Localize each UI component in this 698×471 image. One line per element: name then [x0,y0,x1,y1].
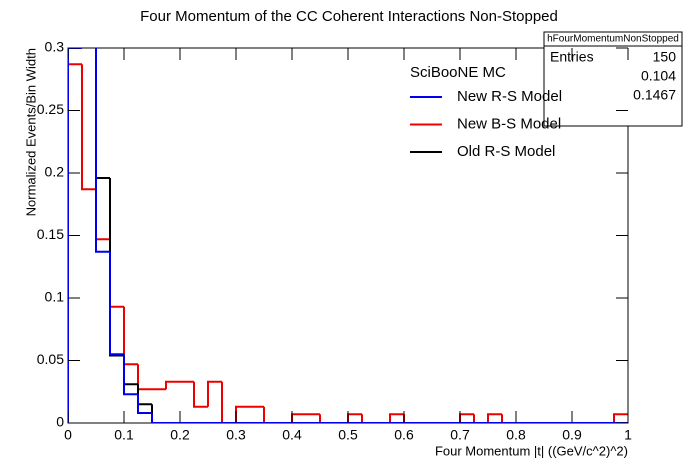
histogram-bin [137,384,152,406]
histogram-bin [82,0,96,48]
histogram-bin [263,406,278,423]
histogram-bin [123,355,138,386]
x-tick-label: 0.1 [114,427,134,443]
legend-title: SciBooNE MC [410,64,506,81]
stats-value: 150 [653,49,677,65]
stats-value: 0.104 [641,68,676,84]
histogram-bin [95,48,110,179]
x-tick-label: 1 [624,427,632,443]
histogram-bin [487,413,502,423]
y-tick-label: 0.1 [45,289,65,305]
legend-label: New B-S Model [457,115,561,132]
histogram-bin [501,414,516,423]
histogram-bin [95,189,110,241]
histogram-bin [151,413,166,423]
histogram-bin [137,394,152,414]
histogram-bin [459,413,474,423]
x-tick-label: 0.3 [226,427,246,443]
x-tick-label: 0 [64,427,72,443]
histogram-bin [361,414,376,423]
x-tick-label: 0.6 [394,427,414,443]
histogram-bin [109,178,124,357]
histogram-bin [613,413,628,423]
histogram-bin [193,381,208,408]
histogram-bin [389,413,404,423]
y-tick-label: 0.3 [45,39,65,55]
histogram-bin [95,48,110,253]
histogram-bin [109,251,124,356]
histogram-area [68,0,628,423]
x-tick-label: 0.9 [562,427,582,443]
histogram-bin [291,413,306,423]
y-tick-label: 0 [56,414,64,430]
x-tick-label: 0.2 [170,427,190,443]
y-tick-label: 0.2 [45,164,65,180]
histogram-bin [221,381,236,423]
histogram-bin [151,404,166,423]
chart-title: Four Momentum of the CC Coherent Interac… [140,8,558,25]
stats-title: hFourMomentumNonStopped [547,34,679,45]
histogram-bin [473,414,488,423]
histogram-bin [123,306,138,366]
x-axis-label: Four Momentum |t| ((GeV/c^2)^2) [435,443,628,458]
histogram-bin [68,63,82,423]
legend-label: New R-S Model [457,88,562,105]
histogram-bin [123,354,138,396]
histogram-bin [137,364,152,391]
legend-label: Old R-S Model [457,143,555,160]
histogram-bin [235,405,250,423]
histogram-bin [109,239,124,308]
histogram-bin [81,64,96,191]
x-tick-label: 0.4 [282,427,302,443]
y-tick-label: 0.15 [37,226,64,242]
histogram-bin [165,380,180,390]
legend-bg [404,62,542,98]
y-tick-label: 0.25 [37,101,64,117]
y-tick-label: 0.05 [37,351,64,367]
histogram-bin [403,414,418,423]
histogram-bin [82,0,96,48]
histogram-bin [347,413,362,423]
histogram-bin [319,414,334,423]
histogram-bin [207,380,222,407]
y-axis-label: Normalized Events/Bin Width [23,48,38,216]
x-tick-label: 0.8 [506,427,526,443]
stats-box [543,31,683,127]
stats-value: 0.1467 [633,87,676,103]
x-tick-label: 0.5 [338,427,358,443]
x-tick-label: 0.7 [450,427,470,443]
